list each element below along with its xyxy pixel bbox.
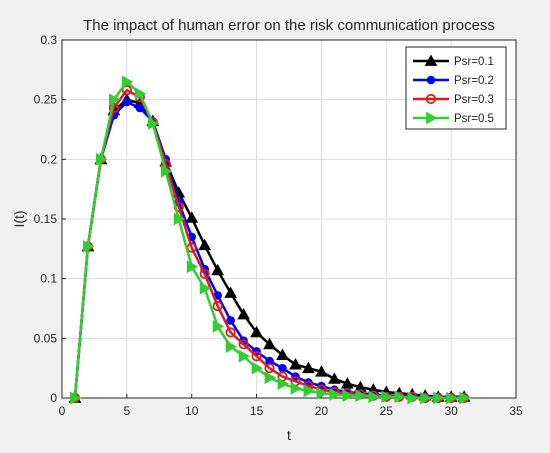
data-point bbox=[70, 391, 82, 405]
y-tick-label: 0 bbox=[50, 391, 57, 405]
legend-marker bbox=[425, 93, 437, 105]
data-point bbox=[198, 238, 212, 251]
data-point bbox=[251, 361, 264, 375]
chart-title: The impact of human error on the risk co… bbox=[83, 17, 495, 34]
data-point bbox=[394, 390, 406, 404]
data-point bbox=[264, 363, 275, 374]
x-axis-label: t bbox=[287, 427, 291, 443]
x-tick-label: 30 bbox=[444, 404, 458, 418]
data-point bbox=[186, 260, 199, 274]
data-point bbox=[121, 75, 134, 89]
data-point bbox=[134, 87, 147, 101]
legend-label: Psr=0.2 bbox=[454, 75, 494, 87]
y-tick-label: 0.3 bbox=[40, 33, 57, 47]
data-point bbox=[212, 320, 225, 333]
data-point bbox=[173, 212, 186, 226]
data-point bbox=[290, 382, 303, 395]
legend-entry: Psr=0.5 bbox=[413, 111, 494, 125]
data-point bbox=[381, 390, 393, 404]
y-tick-label: 0.25 bbox=[34, 93, 58, 107]
data-point bbox=[315, 365, 328, 377]
x-tick-label: 25 bbox=[380, 404, 394, 418]
x-tick-label: 10 bbox=[185, 404, 199, 418]
legend-marker bbox=[424, 54, 438, 66]
y-ticks: 0 0.05 0.1 0.15 0.2 0.25 0.3 bbox=[34, 33, 66, 405]
data-point bbox=[250, 325, 263, 338]
legend-marker bbox=[426, 111, 438, 125]
data-point bbox=[303, 384, 315, 398]
series-layer bbox=[68, 75, 471, 405]
data-point bbox=[459, 391, 471, 405]
data-point bbox=[263, 337, 276, 350]
data-point bbox=[368, 390, 380, 404]
data-point bbox=[277, 377, 290, 391]
data-point bbox=[328, 372, 341, 384]
data-point bbox=[226, 316, 235, 325]
x-tick-label: 0 bbox=[59, 404, 66, 418]
data-point bbox=[160, 164, 173, 178]
data-point bbox=[199, 268, 210, 279]
data-point bbox=[276, 348, 289, 360]
data-point bbox=[212, 301, 223, 312]
data-point bbox=[289, 358, 302, 370]
data-point bbox=[433, 391, 445, 405]
x-tick-label: 20 bbox=[315, 404, 329, 418]
data-point bbox=[420, 391, 432, 405]
legend-entry: Psr=0.1 bbox=[413, 54, 494, 68]
legend-label: Psr=0.1 bbox=[454, 56, 494, 68]
data-point bbox=[185, 211, 199, 223]
data-point bbox=[225, 327, 236, 338]
legend: Psr=0.1 Psr=0.2 Psr=0.3 Psr=0.5 bbox=[405, 46, 507, 130]
data-point bbox=[238, 349, 251, 363]
data-point bbox=[329, 388, 341, 401]
x-tick-label: 15 bbox=[250, 404, 264, 418]
data-point bbox=[83, 240, 95, 253]
data-point bbox=[224, 286, 237, 298]
data-point bbox=[199, 281, 212, 295]
data-point bbox=[135, 103, 145, 113]
data-point bbox=[225, 340, 238, 354]
data-point bbox=[278, 363, 287, 373]
data-point bbox=[237, 307, 250, 320]
y-tick-label: 0.2 bbox=[40, 152, 57, 166]
legend-entry: Psr=0.2 bbox=[413, 75, 494, 87]
y-tick-label: 0.1 bbox=[40, 272, 57, 286]
data-point bbox=[316, 386, 328, 400]
data-point bbox=[147, 117, 160, 130]
data-point bbox=[251, 351, 262, 362]
data-point bbox=[302, 361, 315, 374]
y-tick-label: 0.15 bbox=[34, 212, 58, 226]
legend-marker bbox=[426, 75, 436, 85]
legend-label: Psr=0.5 bbox=[454, 113, 494, 125]
legend-label: Psr=0.3 bbox=[454, 94, 494, 106]
data-point bbox=[446, 391, 458, 405]
data-point bbox=[96, 152, 108, 166]
data-point bbox=[108, 93, 121, 107]
y-axis-label: I(t) bbox=[11, 210, 27, 227]
data-point bbox=[407, 391, 419, 405]
data-point bbox=[121, 85, 132, 96]
data-point bbox=[342, 389, 354, 402]
legend-entry: Psr=0.3 bbox=[413, 93, 494, 106]
x-tick-label: 35 bbox=[509, 404, 523, 418]
series-4 bbox=[70, 75, 471, 405]
data-point bbox=[238, 339, 249, 350]
data-point bbox=[264, 371, 277, 385]
x-tick-label: 5 bbox=[124, 404, 131, 418]
data-point bbox=[122, 97, 132, 107]
data-point bbox=[355, 389, 367, 402]
y-tick-label: 0.05 bbox=[34, 331, 58, 345]
x-ticks: 0 5 10 15 20 25 30 35 bbox=[59, 394, 523, 418]
data-point bbox=[211, 263, 225, 276]
